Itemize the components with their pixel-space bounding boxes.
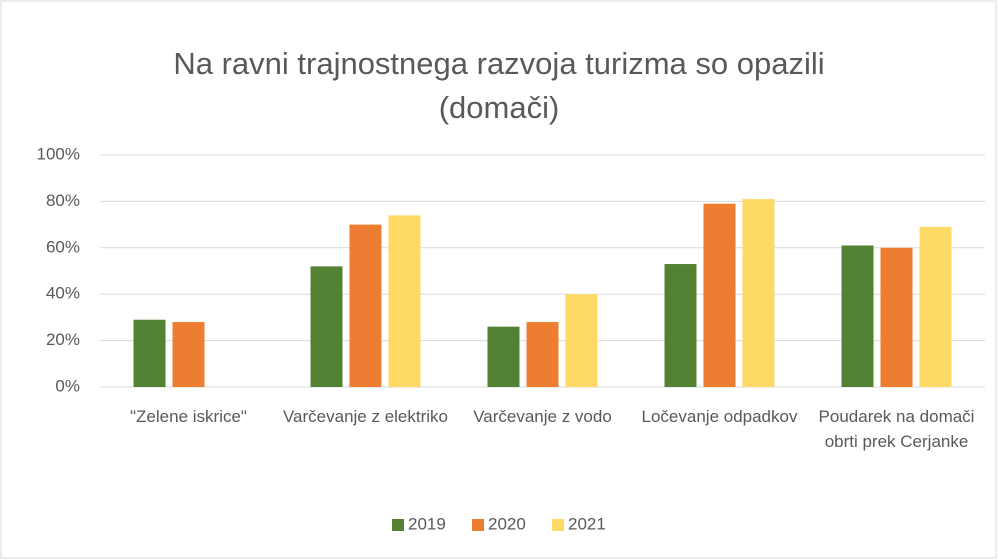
x-tick-label: Poudarek na domači obrti prek Cerjanke — [818, 407, 975, 451]
legend-label: 2019 — [408, 514, 446, 533]
bar — [310, 266, 343, 387]
bar — [703, 203, 736, 387]
y-tick-label: 60% — [46, 237, 80, 256]
legend-swatch — [472, 519, 484, 531]
y-tick-label: 40% — [46, 284, 80, 303]
y-tick-label: 100% — [37, 144, 80, 163]
bar — [487, 326, 520, 387]
bar — [841, 245, 874, 387]
legend-swatch — [392, 519, 404, 531]
bar — [172, 322, 205, 387]
bar — [349, 224, 382, 387]
bar — [919, 226, 952, 387]
bar — [880, 247, 913, 387]
bar — [388, 215, 421, 387]
x-tick-label: Varčevanje z elektriko — [282, 407, 449, 426]
bar — [133, 319, 166, 387]
legend-label: 2020 — [488, 514, 526, 533]
bar — [526, 322, 559, 387]
x-tick-label: "Zelene iskrice" — [130, 407, 247, 426]
y-tick-label: 0% — [55, 376, 80, 395]
x-tick-label: Varčevanje z vodo — [473, 407, 612, 426]
y-tick-label: 20% — [46, 330, 80, 349]
bar — [664, 264, 697, 387]
bar — [742, 199, 775, 387]
legend-label: 2021 — [568, 514, 606, 533]
legend-swatch — [552, 519, 564, 531]
chart-title: Na ravni trajnostnega razvoja turizma so… — [173, 46, 825, 125]
bar — [565, 294, 598, 387]
y-tick-label: 80% — [46, 191, 80, 210]
x-tick-label: Ločevanje odpadkov — [641, 407, 798, 426]
